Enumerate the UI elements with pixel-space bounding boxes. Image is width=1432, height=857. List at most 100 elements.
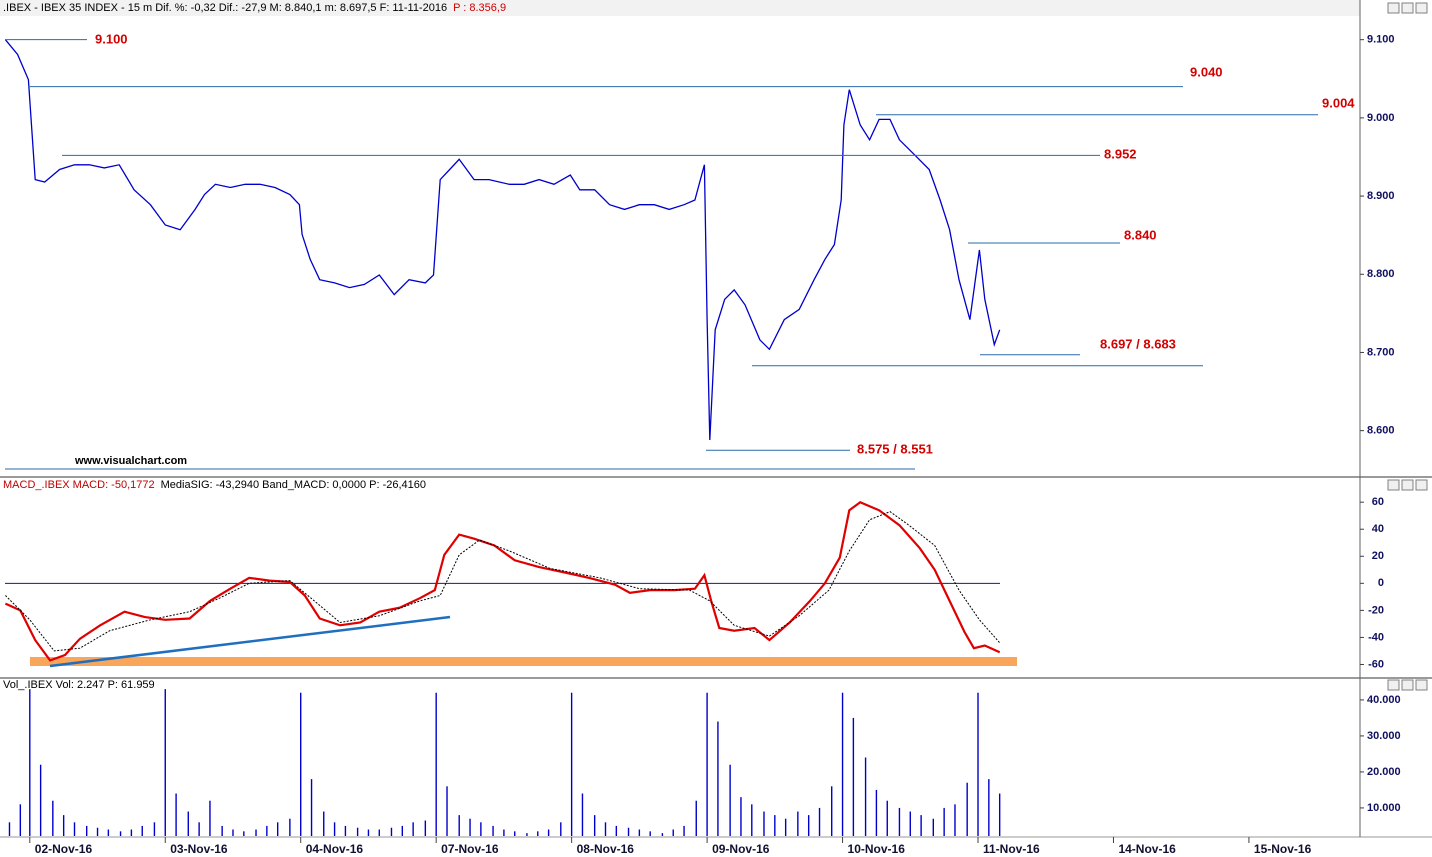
volume-bar	[661, 833, 664, 836]
volume-bar	[62, 815, 65, 836]
volume-bar	[514, 831, 516, 836]
price-line	[4, 39, 1001, 441]
level-label: 8.952	[1104, 146, 1137, 161]
volume-bar	[977, 692, 979, 836]
volume-bar	[344, 825, 347, 836]
volume-bar	[412, 822, 414, 836]
macd-header-text: MACD_.IBEX MACD: -50,1772 MediaSIG: -43,2…	[3, 479, 426, 491]
button-down[interactable]	[1401, 479, 1414, 491]
y-tick-label: 9.100	[1367, 34, 1395, 46]
volume-bar	[141, 825, 143, 836]
level-label: 9.100	[95, 31, 128, 46]
volume-bar	[615, 825, 618, 836]
volume-bar	[503, 829, 505, 836]
y-tick-label: 40.000	[1367, 694, 1401, 706]
macd-subtitle: MediaSIG: -43,2940 Band_MACD: 0,0000 P: …	[161, 479, 426, 491]
volume-bar	[649, 831, 651, 836]
level-label: 8.697 / 8.683	[1100, 336, 1176, 351]
volume-bar	[593, 815, 596, 836]
x-tick-label: 07-Nov-16	[441, 842, 499, 856]
volume-bar	[209, 800, 211, 836]
volume-bar	[323, 811, 325, 836]
x-tick-label: 02-Nov-16	[35, 842, 93, 856]
volume-bar	[333, 822, 336, 836]
volume-bar	[943, 807, 945, 836]
volume-bar	[39, 764, 42, 836]
volume-bar	[966, 782, 968, 836]
volume-bar	[547, 829, 550, 836]
volume-bar	[797, 811, 799, 836]
volume-bar	[717, 721, 719, 836]
button-close[interactable]	[1415, 479, 1428, 491]
volume-bar	[852, 717, 855, 836]
x-tick-label: 10-Nov-16	[848, 842, 906, 856]
volume-bar	[390, 827, 393, 836]
volume-bar	[480, 822, 482, 836]
volume-bar	[526, 833, 528, 836]
y-tick-label: 40	[1372, 523, 1384, 535]
volume-bar	[446, 786, 448, 836]
button-down[interactable]	[1401, 2, 1414, 14]
volume-bar	[886, 800, 888, 836]
volume-bar	[469, 818, 471, 836]
x-tick-label: 09-Nov-16	[712, 842, 770, 856]
volume-bar	[570, 692, 573, 836]
volume-bar	[988, 779, 990, 836]
volume-bar	[875, 789, 878, 836]
volume-bar	[424, 820, 427, 836]
x-tick-label: 08-Nov-16	[577, 842, 635, 856]
volume-bar	[243, 831, 245, 836]
volume-bar	[232, 829, 234, 836]
volume-bar	[492, 825, 494, 836]
volume-bar	[763, 811, 765, 836]
button-close[interactable]	[1415, 679, 1428, 691]
header-price: P : 8.356,9	[453, 2, 506, 14]
volume-bar	[672, 829, 674, 836]
macd-line	[4, 500, 1001, 662]
volume-bar	[19, 804, 22, 836]
button-up[interactable]	[1387, 479, 1400, 491]
button-close[interactable]	[1415, 2, 1428, 14]
volume-bar	[841, 692, 844, 836]
level-label: 9.040	[1190, 64, 1223, 79]
volume-bar	[932, 818, 935, 836]
window-buttons[interactable]	[1387, 2, 1428, 691]
volume-bar	[740, 797, 742, 836]
volume-title: Vol_.IBEX Vol: 2.247 P: 61.959	[3, 679, 155, 691]
header-title: .IBEX - IBEX 35 INDEX - 15 m Dif. %: -0,…	[3, 2, 447, 14]
button-up[interactable]	[1387, 2, 1400, 14]
x-tick-label: 03-Nov-16	[170, 842, 228, 856]
volume-bar	[920, 815, 922, 836]
volume-bar	[96, 827, 99, 836]
volume-bar	[187, 811, 189, 836]
volume-bar	[221, 825, 223, 836]
button-down[interactable]	[1401, 679, 1414, 691]
volume-bar	[560, 822, 562, 836]
volume-bar	[310, 779, 313, 836]
volume-bar	[130, 829, 133, 836]
volume-bar	[627, 827, 630, 836]
y-tick-label: 30.000	[1367, 730, 1401, 742]
level-label: 8.840	[1124, 227, 1157, 242]
volume-bar	[998, 793, 1001, 836]
x-tick-label: 15-Nov-16	[1254, 842, 1312, 856]
macd-header	[0, 477, 1360, 491]
volume-bar	[581, 793, 584, 836]
price-header	[0, 0, 1360, 16]
volume-bar	[954, 804, 956, 836]
y-tick-label: 0	[1378, 577, 1384, 589]
volume-bar	[175, 793, 177, 836]
volume-bar	[367, 829, 370, 836]
volume-bar	[73, 822, 76, 836]
volume-bar	[864, 757, 867, 836]
volume-bar	[356, 827, 359, 836]
trend-line	[49, 615, 451, 668]
volume-bar	[898, 807, 901, 836]
volume-bar	[909, 811, 911, 836]
volume-bar	[266, 825, 268, 836]
volume-bar	[706, 692, 708, 836]
button-up[interactable]	[1387, 679, 1400, 691]
volume-bar	[807, 815, 810, 836]
watermark: www.visualchart.com	[74, 455, 187, 467]
volume-bar	[8, 822, 11, 836]
